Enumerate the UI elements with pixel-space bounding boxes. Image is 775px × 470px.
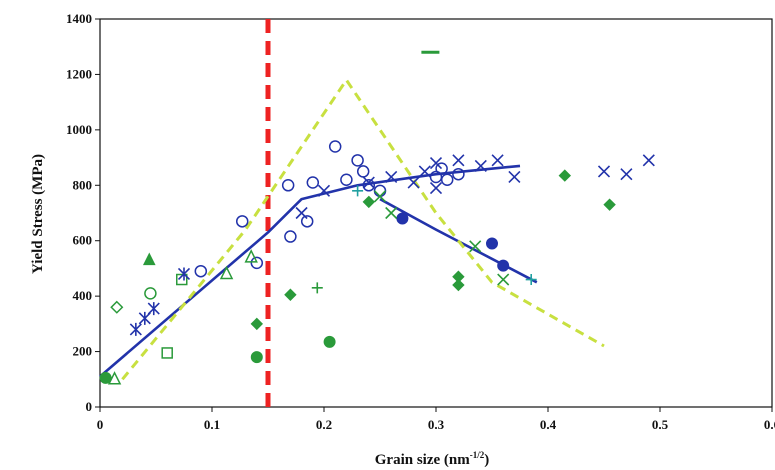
data-point-open-triangle (219, 265, 234, 280)
data-point-open-square (161, 347, 173, 359)
data-point-plus (525, 274, 537, 286)
data-point-star (129, 322, 142, 336)
plot-area-border (99, 18, 773, 408)
data-point-open-circle (144, 287, 157, 300)
data-point-star (147, 302, 160, 316)
x-tick-label: 0.4 (540, 417, 557, 432)
data-point-open-circle (362, 179, 376, 192)
data-point-filled-circle (323, 335, 336, 348)
data-point-open-circle (356, 165, 370, 178)
y-tick-label: 800 (73, 177, 93, 192)
y-axis-title: Yield Stress (MPa) (30, 154, 46, 274)
y-tick-label: 1000 (66, 122, 92, 137)
data-point-filled-diamond (452, 278, 465, 292)
data-point-open-square (176, 273, 188, 286)
data-point-cross (385, 170, 398, 184)
fit-line (99, 164, 521, 378)
data-point-open-circle (435, 162, 448, 175)
x-axis-title-main: Grain size (nm (375, 452, 470, 468)
data-point-open-circle (300, 215, 314, 228)
y-tick-label: 1400 (66, 11, 92, 26)
data-point-open-triangle (107, 371, 122, 385)
fit-line (121, 78, 605, 381)
data-point-cross (497, 273, 510, 286)
data-point-star (177, 267, 191, 281)
data-point-filled-diamond (362, 195, 376, 209)
data-point-open-circle (235, 215, 249, 228)
data-point-cross (474, 159, 487, 172)
y-tick-label: 0 (86, 399, 93, 414)
data-point-cross (429, 181, 443, 195)
data-point-filled-diamond (558, 169, 572, 182)
data-point-cross (469, 240, 482, 253)
data-point-star (138, 311, 151, 325)
data-point-cross (642, 154, 655, 167)
data-point-cross (317, 184, 331, 197)
x-tick-label: 0.6 (764, 417, 775, 432)
data-point-cross (597, 165, 611, 178)
x-tick-label: 0.3 (428, 417, 445, 432)
data-point-open-circle (452, 167, 465, 181)
data-point-cross (620, 168, 633, 181)
x-tick-label: 0.5 (652, 417, 669, 432)
x-axis-title-close: ) (484, 452, 489, 468)
data-point-open-circle (429, 170, 443, 184)
data-point-open-circle (328, 140, 342, 153)
data-point-cross (491, 154, 504, 167)
data-point-filled-diamond (284, 288, 297, 301)
data-point-cross (407, 176, 420, 189)
data-point-open-circle (351, 154, 364, 167)
data-point-open-triangle (244, 249, 258, 263)
data-point-cross (362, 176, 375, 189)
y-tick-label: 600 (73, 233, 93, 248)
data-point-open-diamond (110, 300, 124, 314)
data-point-open-circle (440, 173, 454, 186)
x-tick-label: 0 (97, 417, 104, 432)
data-point-filled-circle (497, 259, 510, 272)
data-point-filled-circle (99, 371, 112, 384)
data-point-filled-circle (486, 237, 498, 250)
x-axis-title-superscript: -1/2 (470, 450, 485, 460)
data-point-cross (429, 157, 443, 170)
y-tick-label: 200 (73, 344, 93, 359)
x-tick-label: 0.1 (204, 417, 220, 432)
data-point-cross (452, 154, 465, 167)
y-tick-label: 400 (73, 288, 93, 303)
data-point-open-circle (373, 184, 387, 198)
data-point-filled-circle (250, 351, 263, 364)
y-tick-label: 1200 (66, 66, 92, 81)
data-point-cross (508, 170, 521, 184)
data-point-plus (311, 282, 323, 294)
data-point-open-circle (194, 264, 208, 278)
data-point-open-circle (250, 256, 264, 270)
data-point-filled-diamond (603, 198, 616, 211)
data-point-open-circle (284, 230, 297, 243)
data-point-cross (385, 206, 398, 220)
data-point-filled-triangle (142, 252, 156, 266)
x-axis-title: Grain size (nm-1/2) (375, 450, 490, 468)
data-point-open-circle (340, 173, 353, 186)
data-point-filled-diamond (250, 317, 264, 331)
data-point-open-circle (281, 179, 295, 192)
data-point-cross (418, 165, 431, 178)
x-tick-label: 0.2 (316, 417, 332, 432)
data-point-open-circle (306, 176, 320, 189)
data-point-cross (295, 206, 308, 220)
data-point-filled-circle (396, 212, 409, 225)
data-point-plus (352, 185, 364, 197)
data-point-cross (373, 190, 387, 203)
